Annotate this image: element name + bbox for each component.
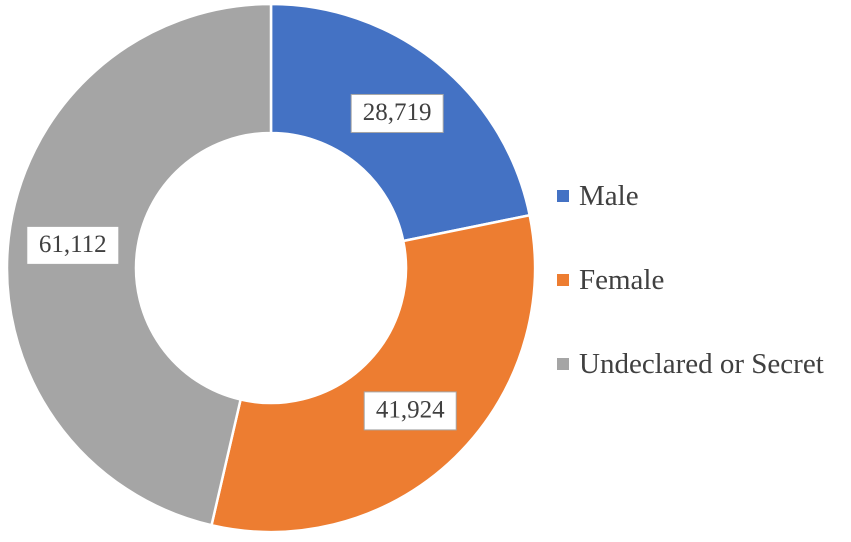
slice-undeclared bbox=[5, 2, 273, 527]
legend-label-female: Female bbox=[579, 264, 665, 296]
legend-label-male: Male bbox=[579, 180, 639, 212]
data-label-undeclared: 61,112 bbox=[26, 225, 120, 265]
data-label-text-female: 41,924 bbox=[376, 397, 445, 424]
data-label-female: 41,924 bbox=[363, 391, 457, 431]
data-label-text-male: 28,719 bbox=[363, 99, 432, 126]
data-label-box-undeclared bbox=[26, 225, 120, 265]
data-label-box-male bbox=[350, 93, 444, 133]
legend-swatch-male bbox=[557, 190, 569, 202]
legend-label-undeclared: Undeclared or Secret bbox=[579, 348, 824, 380]
data-label-box-female bbox=[363, 391, 457, 431]
data-label-text-undeclared: 61,112 bbox=[39, 231, 107, 258]
data-labels: 28,719 41,924 61,112 bbox=[26, 93, 457, 431]
data-label-male: 28,719 bbox=[350, 93, 444, 133]
legend-swatch-undeclared bbox=[557, 358, 569, 370]
legend-swatch-female bbox=[557, 274, 569, 286]
slice-female bbox=[210, 213, 537, 534]
donut-slices bbox=[5, 2, 537, 534]
